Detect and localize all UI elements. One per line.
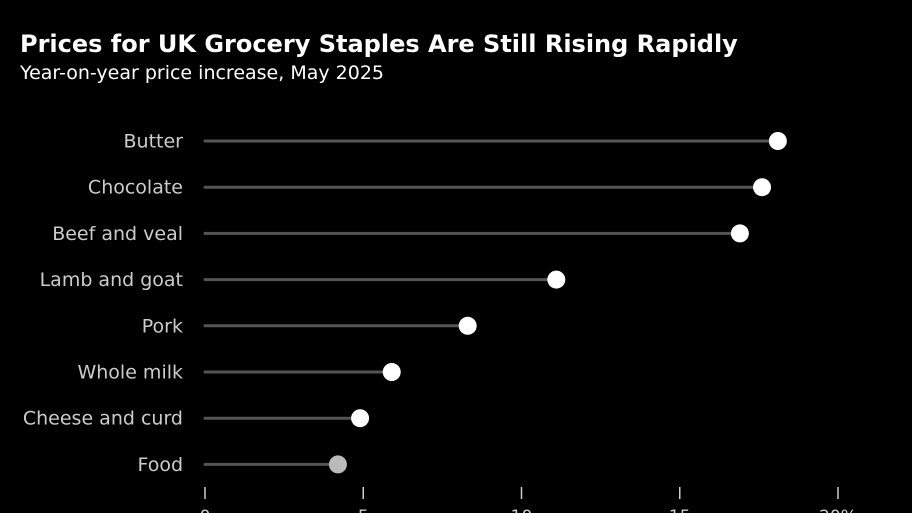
category-label-food: Food xyxy=(137,454,183,476)
chart-title: Prices for UK Grocery Staples Are Still … xyxy=(20,30,738,58)
category-label-lamb-and-goat: Lamb and goat xyxy=(40,269,183,291)
x-tick-label-4: 20% xyxy=(819,507,857,513)
dot-food xyxy=(328,455,347,474)
category-label-chocolate: Chocolate xyxy=(88,177,183,199)
category-label-cheese-and-curd: Cheese and curd xyxy=(23,408,183,430)
category-label-pork: Pork xyxy=(142,315,183,337)
x-tick-label-0: 0 xyxy=(200,507,211,513)
dot-cheese-and-curd xyxy=(351,409,370,428)
category-label-beef-and-veal: Beef and veal xyxy=(52,223,183,245)
category-label-butter: Butter xyxy=(124,131,184,153)
dot-chocolate xyxy=(753,178,772,197)
category-label-whole-milk: Whole milk xyxy=(77,362,183,384)
x-tick-label-3: 15 xyxy=(669,507,691,513)
dot-beef-and-veal xyxy=(730,224,749,243)
chart-subtitle: Year-on-year price increase, May 2025 xyxy=(20,62,384,84)
dot-lamb-and-goat xyxy=(547,270,566,289)
dot-whole-milk xyxy=(382,363,401,381)
dot-butter xyxy=(768,132,787,150)
x-tick-label-1: 5 xyxy=(358,507,369,513)
x-tick-label-2: 10 xyxy=(511,507,533,513)
dot-pork xyxy=(458,316,477,335)
